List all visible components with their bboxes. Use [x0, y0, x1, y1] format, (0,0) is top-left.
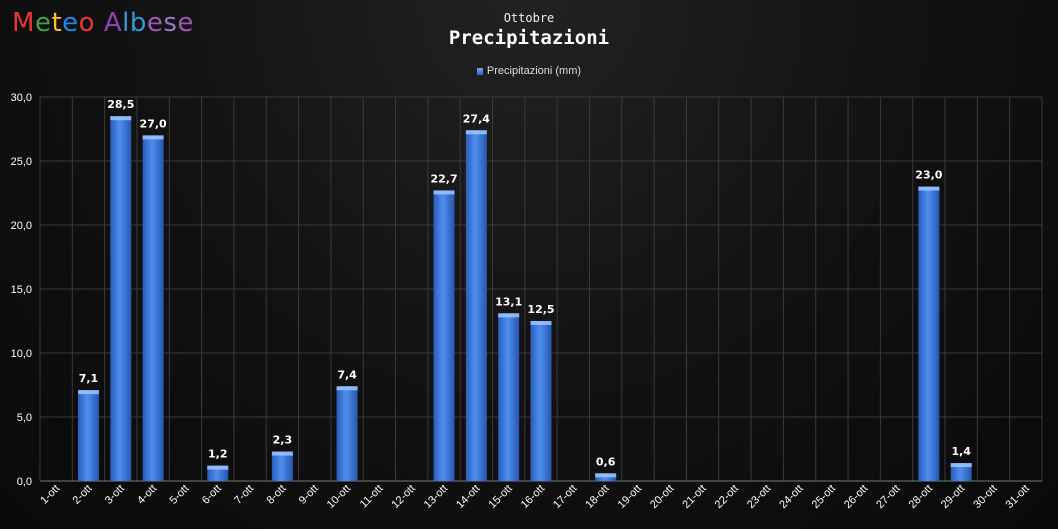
x-tick-label: 21-ott — [680, 483, 708, 511]
x-tick-label: 20-ott — [648, 483, 676, 511]
x-tick-label: 6-ott — [200, 483, 224, 507]
logo-letter: o — [78, 8, 96, 38]
x-tick-label: 13-ott — [422, 483, 450, 511]
logo-letter: e — [177, 8, 194, 38]
y-tick-label: 25,0 — [11, 156, 32, 168]
logo-letter: l — [122, 8, 130, 38]
bar-cap — [207, 465, 229, 470]
x-tick-label: 9-ott — [297, 483, 321, 507]
bar-cap — [465, 130, 487, 135]
x-tick-label: 27-ott — [874, 483, 902, 511]
bar-cap — [498, 313, 520, 318]
y-tick-label: 10,0 — [11, 348, 32, 360]
x-tick-label: 25-ott — [810, 483, 838, 511]
data-label: 23,0 — [915, 169, 942, 182]
bar-cap — [271, 451, 293, 456]
x-tick-label: 1-ott — [38, 483, 62, 507]
x-tick-label: 11-ott — [358, 483, 386, 511]
legend: Precipitazioni (mm) — [0, 65, 1058, 77]
logo-letter: M — [12, 8, 35, 38]
site-logo: Meteo Albese — [12, 8, 194, 38]
x-tick-label: 5-ott — [168, 483, 192, 507]
bar — [271, 451, 293, 481]
x-tick-label: 17-ott — [551, 483, 579, 511]
x-tick-label: 16-ott — [519, 483, 547, 511]
x-tick-label: 31-ott — [1004, 483, 1032, 511]
data-label: 12,5 — [527, 303, 554, 316]
data-label: 0,6 — [596, 455, 616, 468]
x-tick-label: 18-ott — [583, 483, 611, 511]
legend-swatch — [476, 67, 483, 75]
x-tick-label: 15-ott — [486, 483, 514, 511]
chart-subtitle: Ottobre — [503, 11, 555, 25]
logo-letter: e — [62, 8, 79, 38]
y-tick-label: 30,0 — [11, 92, 32, 104]
bar-cap — [433, 190, 455, 195]
logo-letter: t — [51, 8, 63, 38]
data-label: 28,5 — [107, 98, 134, 111]
data-label: 13,1 — [495, 295, 522, 308]
y-tick-label: 0,0 — [17, 476, 32, 488]
x-tick-label: 2-ott — [71, 483, 95, 507]
bar — [498, 313, 520, 481]
bar-cap — [336, 386, 358, 391]
bar-cap — [595, 473, 617, 478]
data-label: 7,1 — [79, 372, 99, 385]
bar — [110, 116, 132, 481]
x-tick-label: 19-ott — [616, 483, 644, 511]
data-label: 1,4 — [951, 445, 971, 458]
data-label: 1,2 — [208, 448, 228, 461]
bar-cap — [110, 116, 132, 121]
bar — [336, 386, 358, 481]
logo-letter: e — [146, 8, 164, 38]
bar — [530, 321, 552, 481]
logo-letter: s — [163, 8, 178, 38]
x-tick-label: 26-ott — [842, 483, 870, 511]
bar — [142, 135, 164, 481]
x-tick-label: 7-ott — [232, 483, 256, 507]
bar-cap — [77, 390, 99, 395]
logo-letter: b — [129, 8, 147, 38]
data-label: 27,4 — [463, 112, 490, 125]
y-tick-label: 15,0 — [11, 284, 32, 296]
data-label: 7,4 — [337, 368, 357, 381]
x-tick-label: 3-ott — [103, 483, 127, 507]
chart-title: Precipitazioni — [448, 27, 610, 49]
bar — [918, 186, 940, 481]
data-label: 2,3 — [273, 434, 293, 447]
y-tick-label: 20,0 — [11, 220, 32, 232]
x-tick-label: 24-ott — [777, 483, 805, 511]
x-tick-label: 30-ott — [971, 483, 999, 511]
legend-label: Precipitazioni (mm) — [486, 65, 582, 77]
x-tick-label: 28-ott — [907, 483, 935, 511]
bar-cap — [918, 186, 940, 191]
x-tick-label: 22-ott — [713, 483, 741, 511]
bar — [77, 390, 99, 481]
x-tick-label: 23-ott — [745, 483, 773, 511]
x-tick-label: 14-ott — [454, 483, 482, 511]
x-tick-label: 29-ott — [939, 483, 967, 511]
logo-letter: e — [34, 8, 52, 38]
bar — [950, 463, 972, 481]
x-tick-label: 8-ott — [264, 483, 288, 507]
bar-cap — [142, 135, 164, 140]
bar — [465, 130, 487, 481]
x-tick-label: 4-ott — [135, 483, 159, 507]
x-tick-label: 12-ott — [389, 483, 417, 511]
bar-cap — [530, 321, 552, 325]
data-label: 27,0 — [140, 117, 167, 130]
logo-letter: A — [103, 8, 123, 38]
y-tick-label: 5,0 — [17, 412, 32, 424]
x-tick-label: 10-ott — [325, 483, 353, 511]
bar-cap — [950, 463, 972, 468]
bar — [433, 190, 455, 481]
data-label: 22,7 — [430, 172, 457, 185]
